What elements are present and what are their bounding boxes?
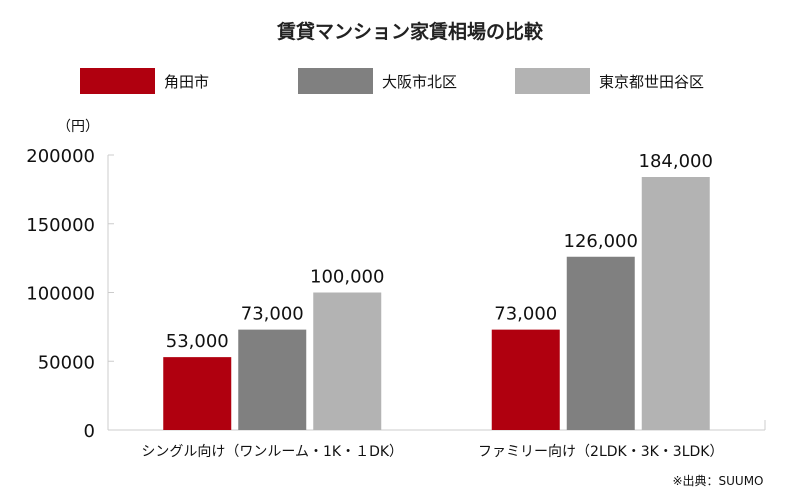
y-tick-label: 50000 [38,352,95,373]
data-label: 73,000 [241,304,304,325]
x-category-label: シングル向け（ワンルーム・1K・１DK） [141,444,403,460]
data-label: 53,000 [166,331,229,352]
legend: 角田市 大阪市北区 東京都世田谷区 [80,68,704,94]
bar [313,292,382,430]
y-unit-label: （円） [57,119,99,135]
legend-swatch [515,68,590,94]
bar [566,256,635,430]
bar [491,329,560,430]
bars: 53,000 73,000 100,000 シングル向け（ワンルーム・1K・１DK） 7… [141,151,723,460]
y-tick-label: 0 [84,421,95,442]
bar [163,357,232,430]
bar [238,329,307,430]
x-category-label: ファミリー向け（2LDK・3K・3LDK） [478,444,723,460]
legend-label: 角田市 [164,73,209,91]
source-note: ※出典：SUUMO [672,474,763,488]
bar [641,177,710,430]
y-tick-label: 200000 [26,146,95,167]
legend-swatch [298,68,373,94]
y-tick-label: 100000 [26,284,95,305]
legend-label: 東京都世田谷区 [599,73,704,91]
data-label: 126,000 [564,231,638,252]
data-label: 184,000 [639,151,713,172]
y-tick-label: 150000 [26,215,95,236]
data-label: 73,000 [494,304,557,325]
legend-swatch [80,68,155,94]
legend-label: 大阪市北区 [382,73,457,91]
data-label: 100,000 [310,267,384,288]
chart-title: 賃貸マンション家賃相場の比較 [276,20,544,43]
